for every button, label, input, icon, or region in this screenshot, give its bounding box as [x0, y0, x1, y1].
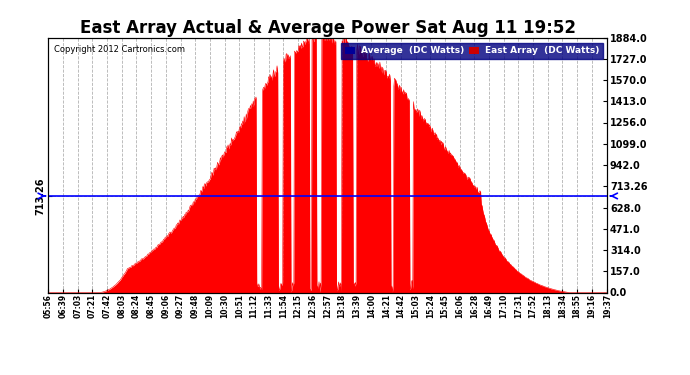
- Text: Copyright 2012 Cartronics.com: Copyright 2012 Cartronics.com: [54, 45, 185, 54]
- Legend: Average  (DC Watts), East Array  (DC Watts): Average (DC Watts), East Array (DC Watts…: [342, 43, 603, 58]
- Title: East Array Actual & Average Power Sat Aug 11 19:52: East Array Actual & Average Power Sat Au…: [80, 20, 575, 38]
